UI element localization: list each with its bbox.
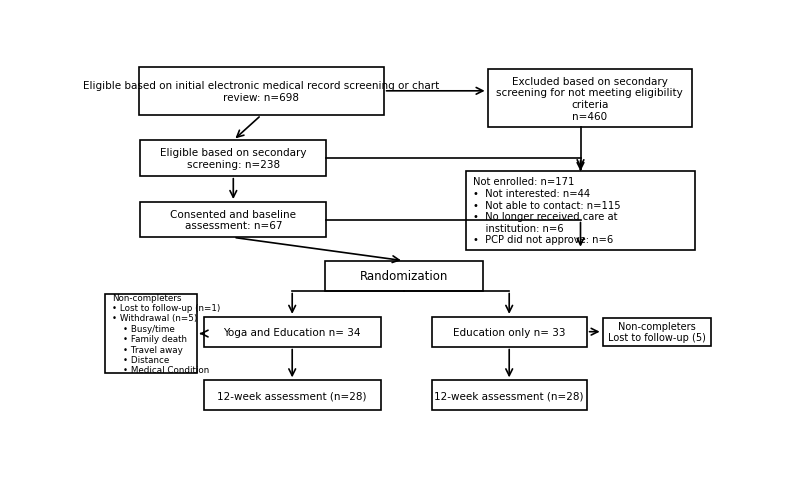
FancyBboxPatch shape: [466, 172, 695, 250]
Text: Consented and baseline
assessment: n=67: Consented and baseline assessment: n=67: [170, 210, 296, 231]
Text: Eligible based on secondary
screening: n=238: Eligible based on secondary screening: n…: [160, 148, 306, 169]
Text: Non-completers
Lost to follow-up (5): Non-completers Lost to follow-up (5): [608, 321, 706, 343]
FancyBboxPatch shape: [204, 317, 381, 347]
FancyBboxPatch shape: [138, 67, 384, 116]
Text: Eligible based on initial electronic medical record screening or chart
review: n: Eligible based on initial electronic med…: [83, 81, 439, 103]
FancyBboxPatch shape: [105, 295, 197, 373]
Text: Yoga and Education n= 34: Yoga and Education n= 34: [223, 327, 361, 337]
Text: 12-week assessment (n=28): 12-week assessment (n=28): [434, 391, 584, 400]
FancyBboxPatch shape: [140, 141, 326, 176]
FancyBboxPatch shape: [487, 70, 692, 128]
FancyBboxPatch shape: [140, 202, 326, 238]
Text: Not enrolled: n=171
•  Not interested: n=44
•  Not able to contact: n=115
•  No : Not enrolled: n=171 • Not interested: n=…: [474, 177, 621, 245]
Text: Randomization: Randomization: [360, 270, 448, 283]
Text: Education only n= 33: Education only n= 33: [453, 327, 566, 337]
FancyBboxPatch shape: [432, 317, 586, 347]
FancyBboxPatch shape: [204, 380, 381, 410]
Text: 12-week assessment (n=28): 12-week assessment (n=28): [218, 391, 367, 400]
FancyBboxPatch shape: [602, 318, 711, 346]
FancyBboxPatch shape: [432, 380, 586, 410]
FancyBboxPatch shape: [325, 261, 483, 291]
Text: Excluded based on secondary
screening for not meeting eligibility
criteria
n=460: Excluded based on secondary screening fo…: [497, 77, 683, 121]
Text: Non-completers
• Lost to follow-up (n=1)
• Withdrawal (n=5)
    • Busy/time
    : Non-completers • Lost to follow-up (n=1)…: [112, 293, 221, 375]
